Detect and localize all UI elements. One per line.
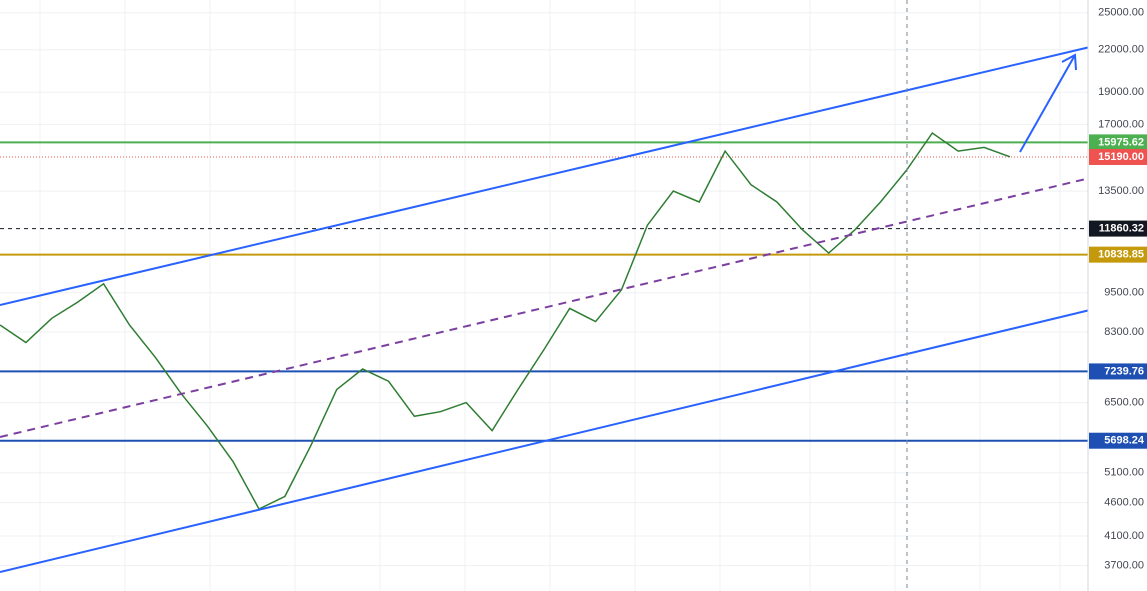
level-badge [1089,363,1147,380]
y-tick-label: 8300.00 [1104,326,1144,338]
level-label: 7239.76 [1104,365,1144,377]
level-badge [1089,432,1147,449]
level-badge [1089,246,1147,263]
projection-arrow [1019,53,1077,153]
level-label: 10838.85 [1098,249,1144,261]
y-tick-label: 22000.00 [1098,44,1144,56]
mid-channel [0,177,1091,438]
level-label: 11860.32 [1099,222,1144,234]
level-badge [1089,134,1147,151]
level-label: 15975.62 [1098,136,1144,148]
y-tick-label: 5100.00 [1104,467,1144,479]
y-tick-label: 19000.00 [1098,86,1144,98]
y-tick-label: 3700.00 [1104,560,1144,572]
upper-channel [0,46,1091,306]
y-tick-label: 25000.00 [1098,7,1144,19]
vertical-grid [39,0,1061,591]
y-tick-label: 6500.00 [1104,397,1144,409]
level-badge [1089,148,1147,165]
level-label: 15190.00 [1098,151,1144,163]
y-tick-label: 9500.00 [1104,287,1144,299]
trend-lines [0,0,1091,591]
y-tick-label: 17000.00 [1098,118,1144,130]
lower-channel [0,309,1091,573]
y-tick-label: 13500.00 [1098,185,1144,197]
level-label: 5698.24 [1104,435,1145,447]
y-tick-label: 4600.00 [1104,497,1144,509]
price-axis [1088,0,1147,591]
price-line [0,131,1011,510]
level-badge [1089,220,1147,237]
y-tick-label: 4100.00 [1104,530,1144,542]
